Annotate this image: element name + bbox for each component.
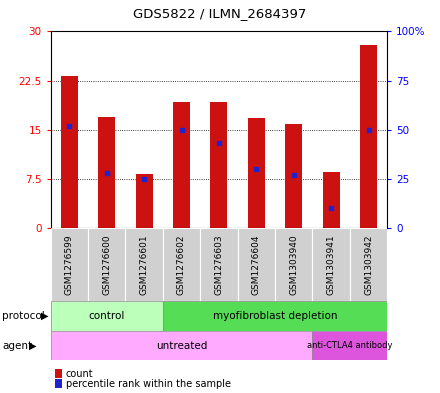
Bar	[200, 228, 238, 301]
Bar	[51, 301, 163, 331]
Text: untreated: untreated	[156, 341, 207, 351]
Text: ▶: ▶	[41, 311, 48, 321]
Text: agent: agent	[2, 341, 32, 351]
Bar	[163, 301, 387, 331]
Text: GSM1276600: GSM1276600	[102, 234, 111, 295]
Text: GSM1303940: GSM1303940	[289, 234, 298, 295]
Bar	[350, 228, 387, 301]
Bar	[275, 228, 312, 301]
Bar	[360, 44, 377, 228]
Bar	[51, 228, 88, 301]
Bar	[285, 125, 302, 228]
Bar	[173, 102, 190, 228]
Bar	[125, 228, 163, 301]
Bar	[312, 228, 350, 301]
Bar	[98, 117, 115, 228]
Bar	[238, 228, 275, 301]
Text: GDS5822 / ILMN_2684397: GDS5822 / ILMN_2684397	[133, 7, 307, 20]
Bar	[163, 228, 200, 301]
Text: GSM1303941: GSM1303941	[326, 234, 336, 295]
Text: protocol: protocol	[2, 311, 45, 321]
Text: anti-CTLA4 antibody: anti-CTLA4 antibody	[307, 341, 392, 350]
Text: count: count	[66, 369, 93, 379]
Bar	[312, 331, 387, 360]
Text: ▶: ▶	[29, 341, 36, 351]
Bar	[136, 174, 153, 228]
Text: myofibroblast depletion: myofibroblast depletion	[213, 311, 337, 321]
Bar	[51, 331, 312, 360]
Text: GSM1276604: GSM1276604	[252, 234, 261, 294]
Bar	[88, 228, 125, 301]
Bar	[323, 172, 340, 228]
Bar	[210, 102, 227, 228]
Text: GSM1303942: GSM1303942	[364, 234, 373, 294]
Text: control: control	[88, 311, 125, 321]
Bar	[61, 76, 78, 228]
Text: GSM1276602: GSM1276602	[177, 234, 186, 294]
Bar	[248, 118, 265, 228]
Text: GSM1276603: GSM1276603	[214, 234, 224, 295]
Text: percentile rank within the sample: percentile rank within the sample	[66, 378, 231, 389]
Text: GSM1276599: GSM1276599	[65, 234, 74, 295]
Text: GSM1276601: GSM1276601	[139, 234, 149, 295]
